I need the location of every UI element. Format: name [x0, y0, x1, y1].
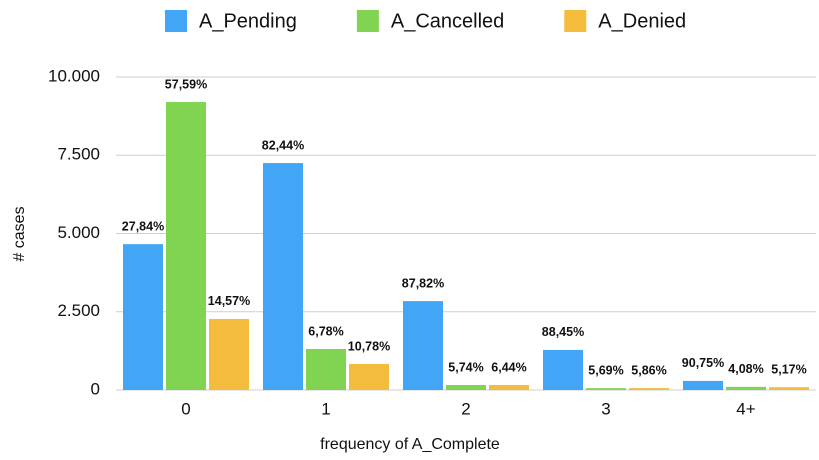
bar: [543, 349, 583, 390]
bar: [403, 301, 443, 390]
bar: [446, 384, 486, 390]
bar: [683, 380, 723, 390]
value-label: 5,17%: [771, 362, 806, 376]
legend-label: A_Cancelled: [391, 10, 504, 32]
x-axis-title: frequency of A_Complete: [320, 436, 500, 453]
value-label: 5,74%: [448, 360, 483, 374]
value-label: 6,78%: [308, 324, 343, 338]
value-label: 87,82%: [402, 276, 444, 290]
legend-swatch: [356, 10, 379, 32]
bar: [349, 364, 389, 390]
bar: [306, 348, 346, 390]
value-label: 14,57%: [208, 294, 250, 308]
value-label: 88,45%: [542, 325, 584, 339]
x-tick-label: 0: [181, 399, 190, 418]
legend-label: A_Denied: [598, 10, 686, 32]
value-label: 4,08%: [728, 362, 763, 376]
bar: [629, 388, 669, 390]
bar: [489, 384, 529, 390]
legend-swatch: [165, 10, 187, 32]
x-tick-label: 2: [461, 399, 470, 418]
y-axis-title: # cases: [11, 206, 28, 261]
bar: [586, 388, 626, 390]
value-label: 5,86%: [631, 363, 666, 377]
bar: [123, 244, 163, 390]
legend-label: A_Pending: [199, 10, 297, 32]
y-tick-label: 0: [91, 379, 100, 398]
x-tick-label: 3: [601, 399, 610, 418]
y-tick-label: 5.000: [57, 223, 100, 242]
value-label: 57,59%: [165, 77, 207, 91]
value-label: 6,44%: [491, 360, 526, 374]
value-label: 27,84%: [122, 219, 164, 233]
value-label: 5,69%: [588, 363, 623, 377]
value-label: 82,44%: [262, 138, 304, 152]
bar: [263, 163, 303, 390]
y-tick-label: 10.000: [48, 66, 100, 85]
bar: [209, 318, 249, 390]
bar: [769, 387, 809, 390]
y-tick-label: 2.500: [57, 301, 100, 320]
x-tick-label: 1: [321, 399, 330, 418]
bar: [726, 386, 766, 390]
value-label: 90,75%: [682, 356, 724, 370]
value-label: 10,78%: [348, 339, 390, 353]
x-tick-label: 4+: [736, 399, 755, 418]
y-tick-label: 7.500: [57, 145, 100, 164]
bar: [166, 102, 206, 390]
legend-swatch: [564, 10, 587, 32]
